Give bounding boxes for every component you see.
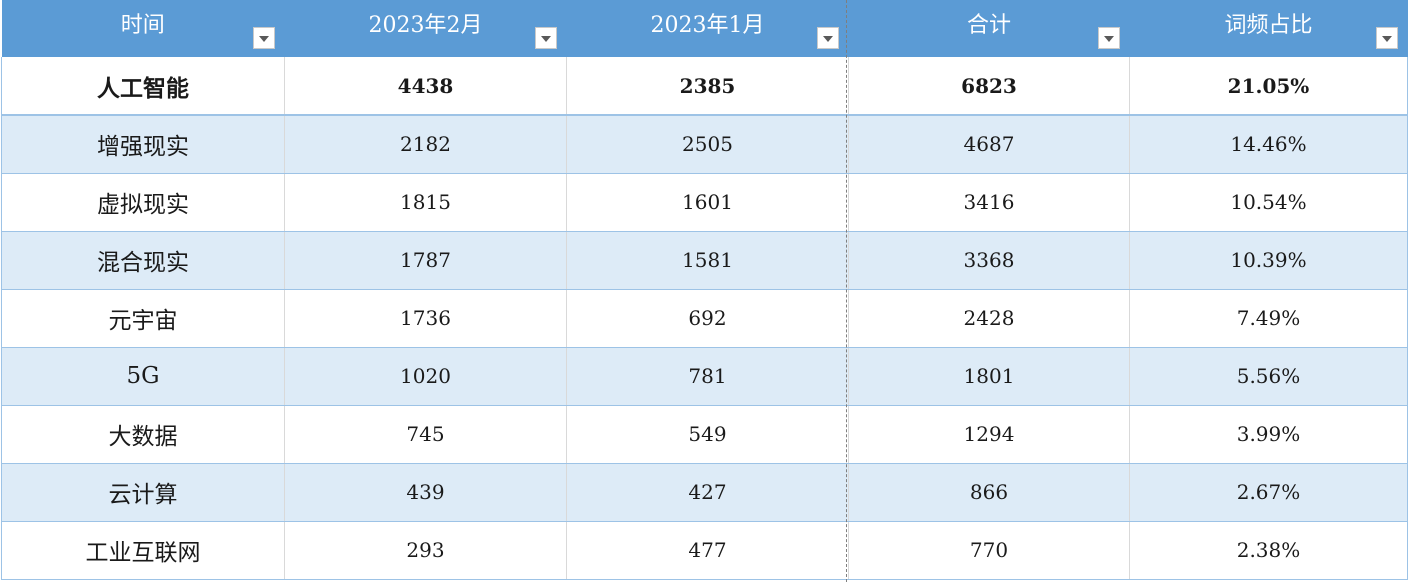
cell-term[interactable]: 人工智能 — [1, 57, 285, 116]
cell-share[interactable]: 2.67% — [1129, 463, 1408, 522]
cell-term[interactable]: 混合现实 — [1, 231, 285, 290]
cell-feb[interactable]: 293 — [284, 521, 567, 580]
cell-feb[interactable]: 1787 — [284, 231, 567, 290]
cell-total[interactable]: 1294 — [848, 405, 1130, 464]
cell-total[interactable]: 3416 — [848, 173, 1130, 232]
header-total: 合计 — [848, 0, 1130, 57]
cell-jan[interactable]: 781 — [566, 347, 849, 406]
cell-feb[interactable]: 439 — [284, 463, 567, 522]
page-break-line — [846, 0, 847, 582]
cell-jan[interactable]: 477 — [566, 521, 849, 580]
header-feb-2023: 2023年2月 — [284, 0, 567, 57]
cell-term[interactable]: 大数据 — [1, 405, 285, 464]
header-row: 时间 2023年2月 2023年1月 合计 词频占比 — [1, 0, 1408, 57]
cell-total[interactable]: 1801 — [848, 347, 1130, 406]
cell-jan[interactable]: 549 — [566, 405, 849, 464]
header-label: 合计 — [966, 12, 1011, 38]
cell-feb[interactable]: 1815 — [284, 173, 567, 232]
cell-feb[interactable]: 4438 — [284, 57, 567, 116]
cell-total[interactable]: 6823 — [848, 57, 1130, 116]
cell-jan[interactable]: 427 — [566, 463, 849, 522]
header-label: 词频占比 — [1224, 12, 1313, 38]
cell-share[interactable]: 2.38% — [1129, 521, 1408, 580]
table-row: 云计算 439 427 866 2.67% — [1, 463, 1408, 522]
cell-jan[interactable]: 2385 — [566, 57, 849, 116]
cell-share[interactable]: 10.39% — [1129, 231, 1408, 290]
filter-dropdown-icon[interactable] — [1376, 27, 1398, 49]
cell-term[interactable]: 5G — [1, 347, 285, 406]
cell-term[interactable]: 工业互联网 — [1, 521, 285, 580]
cell-total[interactable]: 3368 — [848, 231, 1130, 290]
cell-term[interactable]: 增强现实 — [1, 115, 285, 174]
table-row: 元宇宙 1736 692 2428 7.49% — [1, 289, 1408, 348]
cell-feb[interactable]: 2182 — [284, 115, 567, 174]
header-time: 时间 — [1, 0, 285, 57]
cell-jan[interactable]: 2505 — [566, 115, 849, 174]
header-share: 词频占比 — [1129, 0, 1408, 57]
cell-share[interactable]: 10.54% — [1129, 173, 1408, 232]
cell-feb[interactable]: 1736 — [284, 289, 567, 348]
cell-term[interactable]: 云计算 — [1, 463, 285, 522]
cell-total[interactable]: 866 — [848, 463, 1130, 522]
cell-jan[interactable]: 692 — [566, 289, 849, 348]
cell-share[interactable]: 3.99% — [1129, 405, 1408, 464]
filter-dropdown-icon[interactable] — [535, 27, 557, 49]
filter-dropdown-icon[interactable] — [1098, 27, 1120, 49]
cell-total[interactable]: 4687 — [848, 115, 1130, 174]
header-label: 2023年2月 — [368, 12, 483, 38]
cell-jan[interactable]: 1601 — [566, 173, 849, 232]
table-row: 工业互联网 293 477 770 2.38% — [1, 521, 1408, 580]
cell-share[interactable]: 5.56% — [1129, 347, 1408, 406]
cell-share[interactable]: 14.46% — [1129, 115, 1408, 174]
table-row: 增强现实 2182 2505 4687 14.46% — [1, 115, 1408, 174]
header-label: 2023年1月 — [650, 12, 765, 38]
filter-dropdown-icon[interactable] — [817, 27, 839, 49]
table-row: 人工智能 4438 2385 6823 21.05% — [1, 57, 1408, 116]
table-row: 大数据 745 549 1294 3.99% — [1, 405, 1408, 464]
table-row: 虚拟现实 1815 1601 3416 10.54% — [1, 173, 1408, 232]
cell-term[interactable]: 元宇宙 — [1, 289, 285, 348]
cell-jan[interactable]: 1581 — [566, 231, 849, 290]
cell-feb[interactable]: 745 — [284, 405, 567, 464]
cell-share[interactable]: 21.05% — [1129, 57, 1408, 116]
cell-term[interactable]: 虚拟现实 — [1, 173, 285, 232]
cell-feb[interactable]: 1020 — [284, 347, 567, 406]
cell-total[interactable]: 2428 — [848, 289, 1130, 348]
cell-total[interactable]: 770 — [848, 521, 1130, 580]
header-jan-2023: 2023年1月 — [566, 0, 849, 57]
table-row: 混合现实 1787 1581 3368 10.39% — [1, 231, 1408, 290]
header-label: 时间 — [120, 12, 165, 38]
filter-dropdown-icon[interactable] — [253, 27, 275, 49]
table-row: 5G 1020 781 1801 5.56% — [1, 347, 1408, 406]
cell-share[interactable]: 7.49% — [1129, 289, 1408, 348]
